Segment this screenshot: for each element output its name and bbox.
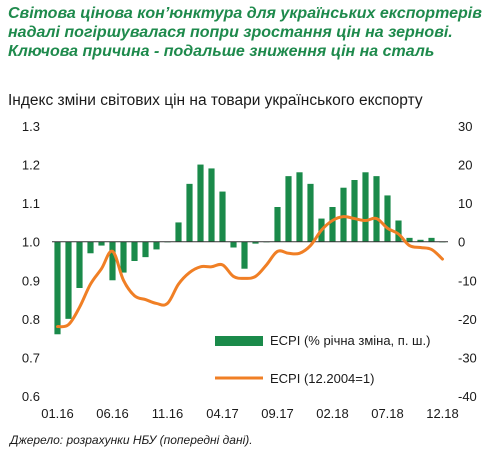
legend-label-bars: ECPI (% річна зміна, п. ш.) [270,333,430,348]
bar-06.16 [109,241,116,281]
bar-03.17 [208,168,215,242]
legend-label-line: ECPI (12.2004=1) [270,371,374,386]
chart-headline: Світова цінова кон’юнктура для українськ… [8,5,482,60]
left-tick-label: 0.8 [22,312,40,327]
bar-07.16 [120,241,127,273]
right-tick-label: -20 [458,312,477,327]
right-tick-label: 30 [458,119,472,134]
left-tick-label: 0.9 [22,273,40,288]
legend-swatch-bars [215,336,263,346]
x-tick-label: 06.16 [96,406,129,421]
bar-series [54,164,446,335]
bar-02.17 [197,164,204,242]
bar-02.18 [329,207,336,242]
bar-11.17 [296,172,303,242]
bar-09.18 [406,237,413,242]
x-axis-ticks: 01.16 06.16 11.16 04.17 09.17 02.18 07.18 12.18 [41,406,459,421]
bar-04.16 [87,241,94,254]
bar-08.16 [131,241,138,261]
x-tick-label: 11.16 [152,406,184,421]
left-axis-ticks: 0.6 0.7 0.8 0.9 1.0 1.1 1.2 1.3 [22,119,40,404]
right-tick-label: -40 [458,389,477,404]
x-tick-label: 09.17 [261,406,294,421]
right-axis-ticks: -40 -30 -20 -10 0 10 20 30 [458,119,477,404]
x-tick-label: 04.17 [206,406,239,421]
bar-10.17 [285,176,292,242]
bar-12.17 [307,183,314,242]
bar-09.16 [142,241,149,258]
bar-05.17 [230,241,237,248]
bar-01.17 [186,183,193,242]
bar-06.18 [373,176,380,242]
bar-04.18 [351,180,358,242]
x-tick-label: 02.18 [316,406,349,421]
left-tick-label: 1.2 [22,158,40,173]
bar-03.18 [340,187,347,242]
bar-05.18 [362,172,369,242]
left-tick-label: 0.6 [22,389,40,404]
bar-11.18 [428,237,435,242]
x-tick-label: 07.18 [371,406,404,421]
line-series-group [56,215,444,329]
right-tick-label: 0 [458,235,465,250]
right-tick-label: 20 [458,158,472,173]
bar-10.18 [417,239,424,242]
bar-01.16 [54,241,61,335]
right-tick-label: -30 [458,350,477,365]
left-tick-label: 1.1 [22,196,40,211]
bar-10.16 [153,241,160,250]
right-tick-label: -10 [458,273,477,288]
left-tick-label: 1.3 [22,119,40,134]
chart-title: Індекс зміни світових цін на товари укра… [8,92,423,109]
x-tick-label: 12.18 [426,406,459,421]
bar-07.17 [252,241,259,244]
combo-chart: 0.6 0.7 0.8 0.9 1.0 1.1 1.2 1.3 -40 -30 -20 -10 0 10… [22,119,477,421]
bar-02.16 [65,241,72,319]
source-note: Джерело: розрахунки НБУ (попередні дані)… [10,433,253,447]
bar-06.17 [241,241,248,269]
bar-09.17 [274,207,281,242]
left-tick-label: 0.7 [22,350,40,365]
x-tick-label: 01.16 [41,406,74,421]
bar-08.18 [395,220,402,242]
bar-05.16 [98,241,105,246]
bar-07.18 [384,195,391,242]
legend: ECPI (% річна зміна, п. ш.) ECPI (12.200… [215,333,430,386]
line-series [56,215,444,329]
right-tick-label: 10 [458,196,472,211]
bar-04.17 [219,191,226,242]
left-tick-label: 1.0 [22,235,40,250]
bar-12.16 [175,222,182,242]
bar-03.16 [76,241,83,288]
